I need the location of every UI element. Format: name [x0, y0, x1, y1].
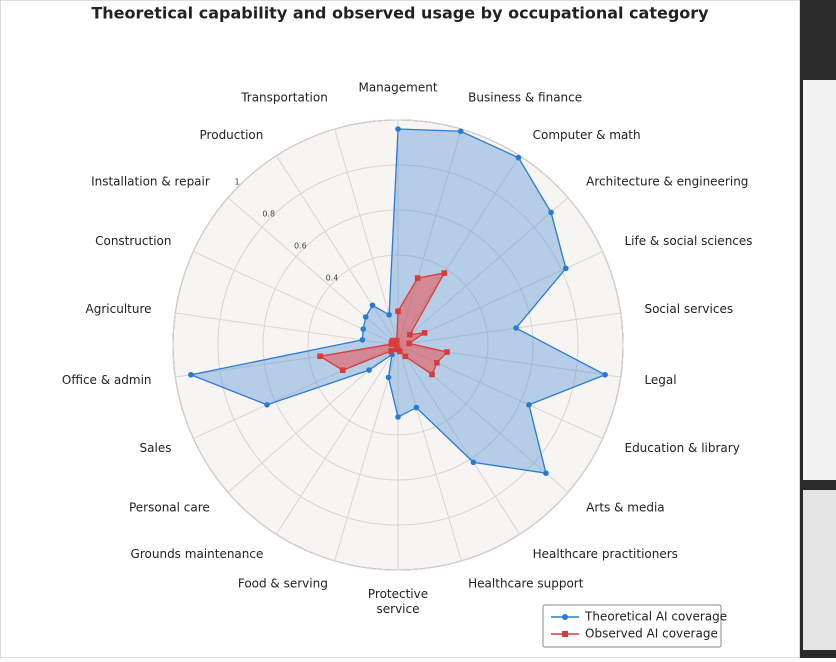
category-label: Life & social sciences [624, 234, 752, 248]
data-point [563, 265, 569, 272]
data-point [385, 374, 392, 381]
grid-spoke [397, 251, 603, 346]
data-point [548, 209, 554, 216]
category-label: Legal [644, 373, 676, 387]
data-point [413, 404, 420, 411]
category-label: Arts & media [586, 501, 664, 515]
data-point [388, 348, 394, 354]
category-label: Business & finance [468, 91, 582, 105]
data-point [515, 154, 522, 161]
data-point [369, 302, 376, 309]
category-label: Agriculture [86, 302, 152, 316]
category-label: Office & admin [62, 373, 152, 387]
data-point [317, 353, 323, 360]
data-point [360, 326, 367, 332]
r-tick-label: 0.4 [326, 274, 339, 283]
data-point [393, 337, 400, 344]
data-point [406, 340, 412, 347]
grid-spoke [397, 344, 521, 535]
category-label: Social services [644, 302, 733, 316]
data-point [434, 359, 440, 366]
category-label: Computer & math [533, 128, 641, 142]
legend-marker [562, 631, 568, 637]
data-point [602, 371, 608, 378]
data-point [407, 331, 413, 338]
data-point [543, 470, 549, 476]
data-point [526, 402, 532, 408]
legend-box [542, 604, 722, 648]
grid-spoke [397, 197, 569, 346]
data-point [395, 126, 401, 132]
category-label: Food & serving [238, 576, 328, 590]
data-point [362, 314, 369, 320]
data-point [402, 353, 409, 360]
data-point [188, 371, 194, 378]
chart-title: Theoretical capability and observed usag… [91, 4, 709, 23]
side-page [803, 80, 836, 480]
data-point [386, 311, 392, 318]
data-point [429, 371, 435, 378]
data-point [359, 337, 366, 343]
category-label: Construction [95, 234, 171, 248]
grid-spoke [397, 312, 621, 346]
category-label: Healthcare practitioners [533, 547, 678, 561]
category-label: Architecture & engineering [586, 174, 748, 188]
category-label: Personal care [129, 501, 210, 515]
category-label: Transportation [240, 91, 328, 105]
grid-spoke [227, 197, 399, 346]
category-label: Management [358, 81, 437, 95]
legend-marker [562, 614, 568, 620]
grid-spoke [275, 155, 399, 346]
r-tick-label: 1 [235, 178, 240, 187]
category-label: Production [200, 128, 264, 142]
data-point [393, 344, 400, 350]
grid-spoke [334, 128, 399, 346]
data-point [414, 275, 421, 281]
grid-spoke [334, 344, 399, 562]
category-label: Sales [140, 441, 172, 455]
r-tick-label: 0.6 [294, 242, 307, 251]
r-tick-label: 0.8 [262, 210, 275, 219]
category-label: Installation & repair [91, 174, 210, 188]
grid-spoke [275, 344, 399, 535]
side-page-lower [803, 490, 836, 650]
legend-label: Observed AI coverage [585, 627, 718, 641]
data-point [339, 367, 346, 374]
data-point [395, 308, 401, 315]
data-point [395, 414, 401, 420]
grid-spoke [397, 344, 462, 562]
category-label: Healthcare support [468, 576, 584, 590]
category-label: Education & library [624, 441, 739, 455]
category-label: Protective service [368, 587, 428, 616]
data-point [421, 330, 428, 336]
data-point [366, 367, 372, 373]
data-point [444, 349, 450, 355]
data-point [457, 128, 464, 135]
data-point [441, 270, 448, 276]
legend-label: Theoretical AI coverage [584, 610, 727, 624]
data-point [513, 325, 519, 331]
category-label: Grounds maintenance [131, 547, 264, 561]
data-point [470, 459, 477, 466]
data-point [264, 402, 270, 408]
